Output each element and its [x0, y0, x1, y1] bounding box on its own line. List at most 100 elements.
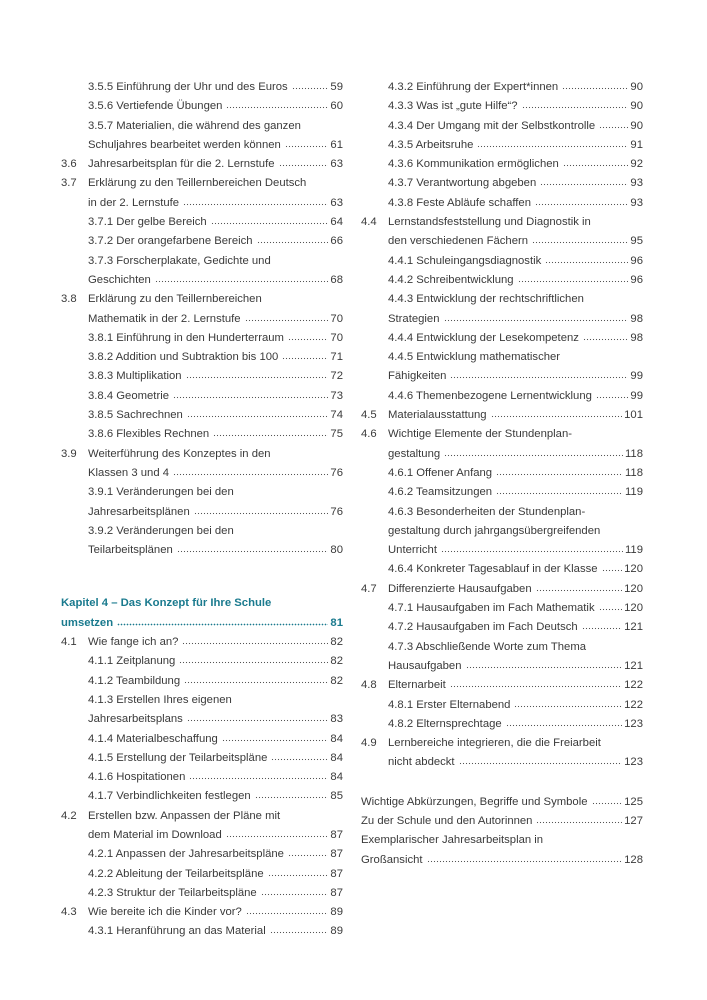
toc-entry[interactable]: 4.4.5 Entwicklung mathematischer Fähigkei… [361, 348, 643, 387]
toc-entry[interactable]: 4.3.5 Arbeitsruhe 91 [361, 136, 643, 155]
toc-entry[interactable]: 4.1 Wie fange ich an? 82 [61, 633, 343, 652]
page-number: 95 [630, 235, 643, 248]
dot-leader [269, 926, 329, 935]
toc-entry[interactable]: Wichtige Abkürzungen, Begriffe und Symbo… [361, 793, 643, 812]
toc-entry[interactable]: 4.3.7 Verantwortung abgeben 93 [361, 174, 643, 193]
toc-entry[interactable]: 3.5.7 Materialien, die während des ganze… [61, 117, 343, 156]
page-number: 125 [624, 795, 643, 808]
page-number: 84 [330, 751, 343, 764]
dot-leader [521, 101, 629, 110]
toc-entry[interactable]: 3.8 Erklärung zu den Teillernbereichen Mat… [61, 290, 343, 329]
entry-title: Wichtige Elemente der Stundenplan- [388, 428, 572, 441]
toc-entry[interactable]: 4.1.1 Zeitplanung 82 [61, 652, 343, 671]
entry-title: Geschichten [88, 273, 151, 286]
toc-entry[interactable]: 4.3.6 Kommunikation ermöglichen 92 [361, 155, 643, 174]
toc-entry[interactable]: 3.8.1 Einführung in den Hunderterraum 70 [61, 329, 343, 348]
page-number: 127 [624, 814, 643, 827]
toc-entry[interactable]: 3.7.1 Der gelbe Bereich 64 [61, 213, 343, 232]
dot-leader [535, 197, 629, 206]
toc-chapter-heading[interactable]: Kapitel 4 – Das Konzept für Ihre Schule u… [61, 594, 343, 633]
dot-leader [173, 467, 329, 476]
toc-entry[interactable]: 4.4 Lernstandsfeststellung und Diagnostik… [361, 213, 643, 252]
toc-entry[interactable]: 4.2.2 Ableitung der Teilarbeitspläne 87 [61, 865, 343, 884]
toc-entry[interactable]: 4.6.3 Besonderheiten der Stundenplan-ges… [361, 503, 643, 561]
entry-title: Teilarbeitsplänen [88, 544, 173, 557]
toc-entry[interactable]: 4.3 Wie bereite ich die Kinder vor? 89 [61, 903, 343, 922]
toc-entry[interactable]: 4.6 Wichtige Elemente der Stundenplan-ges… [361, 425, 643, 464]
toc-entry[interactable]: 4.1.6 Hospitationen 84 [61, 768, 343, 787]
toc-entry[interactable]: 4.8.2 Elternsprechtage 123 [361, 715, 643, 734]
toc-entry[interactable]: 4.1.7 Verbindlichkeiten festlegen 85 [61, 787, 343, 806]
toc-entry[interactable]: 3.5.5 Einführung der Uhr und des Euros 59 [61, 78, 343, 97]
toc-entry[interactable]: 4.7 Differenzierte Hausaufgaben 120 [361, 580, 643, 599]
page-number: 73 [330, 389, 343, 402]
toc-entry[interactable]: 4.7.2 Hausaufgaben im Fach Deutsch 121 [361, 618, 643, 637]
page-number: 122 [624, 698, 643, 711]
entry-title: Klassen 3 und 4 [88, 466, 170, 479]
dot-leader [535, 583, 623, 592]
toc-entry[interactable]: 3.8.3 Multiplikation 72 [61, 367, 343, 386]
toc-entry[interactable]: 4.7.3 Abschließende Worte zum Thema Hausa… [361, 638, 643, 677]
toc-entry[interactable]: 4.3.4 Der Umgang mit der Selbstkontrolle… [361, 117, 643, 136]
dot-leader [154, 274, 329, 283]
toc-entry[interactable]: 3.8.5 Sachrechnen 74 [61, 406, 343, 425]
toc-entry[interactable]: 4.3.2 Einführung der Expert*innen 90 [361, 78, 643, 97]
page-number: 87 [330, 886, 343, 899]
toc-entry[interactable]: 4.8.1 Erster Elternabend 122 [361, 696, 643, 715]
toc-entry[interactable]: 4.8 Elternarbeit 122 [361, 676, 643, 695]
toc-entry[interactable]: 4.3.8 Feste Abläufe schaffen 93 [361, 194, 643, 213]
toc-entry[interactable]: 4.1.3 Erstellen Ihres eigenen Jahresarbei… [61, 691, 343, 730]
toc-entry[interactable]: 3.7.3 Forscherplakate, Gedichte und Gesch… [61, 252, 343, 291]
toc-entry[interactable]: 4.6.2 Teamsitzungen 119 [361, 483, 643, 502]
entry-title: Elternarbeit [388, 679, 446, 692]
page-number: 63 [330, 158, 343, 171]
toc-entry[interactable]: 3.8.2 Addition und Subtraktion bis 100 71 [61, 348, 343, 367]
toc-entry[interactable]: 3.9.1 Veränderungen bei den Jahresarbeits… [61, 483, 343, 522]
toc-entry[interactable]: 4.1.4 Materialbeschaffung 84 [61, 730, 343, 749]
entry-title: 4.8.2 Elternsprechtage [388, 717, 502, 730]
toc-entry[interactable]: 3.8.4 Geometrie 73 [61, 387, 343, 406]
entry-title: 4.4.6 Themenbezogene Lernentwicklung [388, 389, 592, 402]
dot-leader [278, 159, 329, 168]
dot-leader [599, 120, 629, 129]
entry-title: Großansicht [361, 853, 423, 866]
toc-entry[interactable]: 4.6.4 Konkreter Tagesablauf in der Klass… [361, 560, 643, 579]
toc-entry[interactable]: 4.2.1 Anpassen der Jahresarbeitspläne 87 [61, 845, 343, 864]
dot-leader [291, 82, 329, 90]
toc-entry[interactable]: 4.7.1 Hausaufgaben im Fach Mathematik 120 [361, 599, 643, 618]
toc-entry[interactable]: 3.9 Weiterführung des Konzeptes in den Kla… [61, 445, 343, 484]
toc-entry[interactable]: 4.4.1 Schuleingangsdiagnostik 96 [361, 252, 643, 271]
page-number: 99 [630, 389, 643, 402]
section-number: 3.9 [61, 447, 77, 460]
toc-entry[interactable]: 3.5.6 Vertiefende Übungen 60 [61, 97, 343, 116]
toc-entry[interactable]: 4.3.3 Was ist „gute Hilfe“? 90 [361, 97, 643, 116]
toc-entry[interactable]: 3.9.2 Veränderungen bei den Teilarbeitspl… [61, 522, 343, 561]
toc-entry[interactable]: 3.8.6 Flexibles Rechnen 75 [61, 425, 343, 444]
page-number: 121 [624, 621, 643, 634]
toc-entry[interactable]: 3.6 Jahresarbeitsplan für die 2. Lernstuf… [61, 155, 343, 174]
toc-entry[interactable]: 4.6.1 Offener Anfang 118 [361, 464, 643, 483]
toc-entry[interactable]: 4.9 Lernbereiche integrieren, die die Fre… [361, 734, 643, 773]
toc-entry[interactable]: 3.7 Erklärung zu den Teillernbereichen De… [61, 174, 343, 213]
entry-title: 3.8.4 Geometrie [88, 389, 170, 402]
dot-leader [440, 545, 623, 554]
dot-leader [517, 274, 629, 283]
toc-entry[interactable]: 4.4.2 Schreibentwicklung 96 [361, 271, 643, 290]
toc-entry[interactable]: 4.5 Materialausstattung 101 [361, 406, 643, 425]
toc-entry[interactable]: 4.1.2 Teambildung 82 [61, 672, 343, 691]
toc-entry[interactable]: Exemplarischer Jahresarbeitsplan in Großa… [361, 831, 643, 870]
toc-entry[interactable]: Zu der Schule und den Autorinnen 127 [361, 812, 643, 831]
toc-entry[interactable]: 4.2 Erstellen bzw. Anpassen der Pläne mit… [61, 807, 343, 846]
toc-entry[interactable]: 4.1.5 Erstellung der Teilarbeitspläne 84 [61, 749, 343, 768]
dot-leader [540, 178, 629, 187]
toc-entry[interactable]: 4.4.3 Entwicklung der rechtschriftlichen… [361, 290, 643, 329]
entry-title: Weiterführung des Konzeptes in den [88, 447, 271, 460]
toc-entry[interactable]: 4.2.3 Struktur der Teilarbeitspläne 87 [61, 884, 343, 903]
toc-entry[interactable]: 4.4.4 Entwicklung der Lesekompetenz 98 [361, 329, 643, 348]
toc-entry[interactable]: 3.7.2 Der orangefarbene Bereich 66 [61, 232, 343, 251]
entry-title: gestaltung [388, 447, 441, 460]
page-number: 64 [330, 216, 343, 229]
toc-entry[interactable]: 4.4.6 Themenbezogene Lernentwicklung 99 [361, 387, 643, 406]
toc-entry[interactable]: 4.3.1 Heranführung an das Material 89 [61, 922, 343, 941]
page-number: 118 [624, 466, 643, 479]
